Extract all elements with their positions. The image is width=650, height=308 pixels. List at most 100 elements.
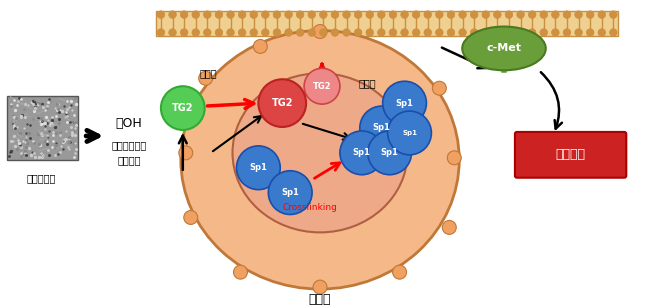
Circle shape: [436, 29, 443, 36]
Circle shape: [575, 11, 582, 18]
Circle shape: [320, 29, 327, 36]
Ellipse shape: [181, 30, 460, 289]
Circle shape: [215, 11, 223, 18]
Circle shape: [254, 39, 267, 53]
Circle shape: [250, 11, 257, 18]
Circle shape: [180, 29, 188, 36]
Text: Sp1: Sp1: [381, 148, 398, 157]
Circle shape: [505, 29, 513, 36]
Circle shape: [447, 29, 455, 36]
Circle shape: [389, 11, 396, 18]
Circle shape: [192, 11, 200, 18]
Circle shape: [239, 29, 246, 36]
Circle shape: [389, 29, 396, 36]
Circle shape: [436, 11, 443, 18]
Circle shape: [401, 29, 408, 36]
Circle shape: [383, 81, 426, 125]
Circle shape: [268, 171, 312, 214]
Circle shape: [493, 29, 501, 36]
Text: Crosslinking: Crosslinking: [283, 203, 337, 212]
Circle shape: [227, 11, 234, 18]
FancyBboxPatch shape: [6, 96, 79, 160]
Circle shape: [517, 29, 525, 36]
Text: カンジダ菌: カンジダ菌: [27, 173, 57, 183]
Circle shape: [215, 29, 223, 36]
Circle shape: [261, 11, 269, 18]
Circle shape: [233, 265, 248, 279]
Circle shape: [227, 29, 234, 36]
Text: 肝細胞: 肝細胞: [309, 293, 332, 306]
Circle shape: [412, 11, 420, 18]
Text: Sp1: Sp1: [353, 148, 370, 157]
Circle shape: [237, 146, 280, 190]
Circle shape: [471, 29, 478, 36]
Circle shape: [313, 280, 327, 294]
Circle shape: [552, 11, 559, 18]
Circle shape: [354, 11, 362, 18]
Circle shape: [360, 106, 404, 150]
Text: ヒドロキシル: ヒドロキシル: [112, 140, 147, 150]
Circle shape: [586, 11, 594, 18]
Circle shape: [459, 29, 466, 36]
FancyBboxPatch shape: [515, 132, 627, 178]
Circle shape: [313, 25, 327, 38]
Circle shape: [482, 11, 489, 18]
Circle shape: [285, 29, 292, 36]
Circle shape: [169, 29, 176, 36]
Circle shape: [552, 29, 559, 36]
Text: 細胞質: 細胞質: [200, 68, 218, 78]
FancyBboxPatch shape: [156, 11, 618, 36]
Circle shape: [179, 146, 193, 160]
Text: Sp1: Sp1: [396, 99, 413, 107]
Text: Sp1: Sp1: [402, 130, 417, 136]
Circle shape: [161, 86, 205, 130]
Circle shape: [447, 11, 455, 18]
Circle shape: [250, 29, 257, 36]
Circle shape: [343, 11, 350, 18]
Circle shape: [169, 11, 176, 18]
Circle shape: [424, 11, 432, 18]
Circle shape: [443, 221, 456, 234]
Circle shape: [192, 29, 200, 36]
Circle shape: [199, 71, 213, 85]
Circle shape: [471, 11, 478, 18]
Text: Sp1: Sp1: [281, 188, 299, 197]
Text: 細胞核: 細胞核: [359, 78, 376, 88]
Circle shape: [203, 11, 211, 18]
Circle shape: [259, 79, 306, 127]
Text: 肝細胞死: 肝細胞死: [556, 148, 586, 161]
Circle shape: [482, 29, 489, 36]
Ellipse shape: [233, 73, 408, 233]
Circle shape: [331, 29, 339, 36]
Circle shape: [540, 29, 547, 36]
Circle shape: [308, 29, 315, 36]
Circle shape: [157, 11, 164, 18]
Circle shape: [505, 11, 513, 18]
Circle shape: [320, 11, 327, 18]
Text: Sp1: Sp1: [250, 163, 267, 172]
Circle shape: [203, 29, 211, 36]
Circle shape: [366, 29, 374, 36]
Text: ラジカル: ラジカル: [118, 155, 141, 165]
Text: c-Met: c-Met: [486, 43, 521, 53]
Circle shape: [610, 11, 617, 18]
Circle shape: [387, 111, 432, 155]
Circle shape: [378, 11, 385, 18]
Circle shape: [331, 11, 339, 18]
Circle shape: [528, 11, 536, 18]
Circle shape: [412, 29, 420, 36]
Circle shape: [447, 151, 462, 165]
Circle shape: [304, 68, 340, 104]
Circle shape: [563, 29, 571, 36]
Ellipse shape: [462, 26, 546, 70]
Circle shape: [424, 29, 432, 36]
Circle shape: [308, 11, 315, 18]
Circle shape: [354, 29, 362, 36]
Circle shape: [366, 11, 374, 18]
Circle shape: [401, 11, 408, 18]
Circle shape: [343, 29, 350, 36]
Circle shape: [575, 29, 582, 36]
Text: TG2: TG2: [272, 98, 293, 108]
Circle shape: [563, 11, 571, 18]
Circle shape: [598, 29, 606, 36]
